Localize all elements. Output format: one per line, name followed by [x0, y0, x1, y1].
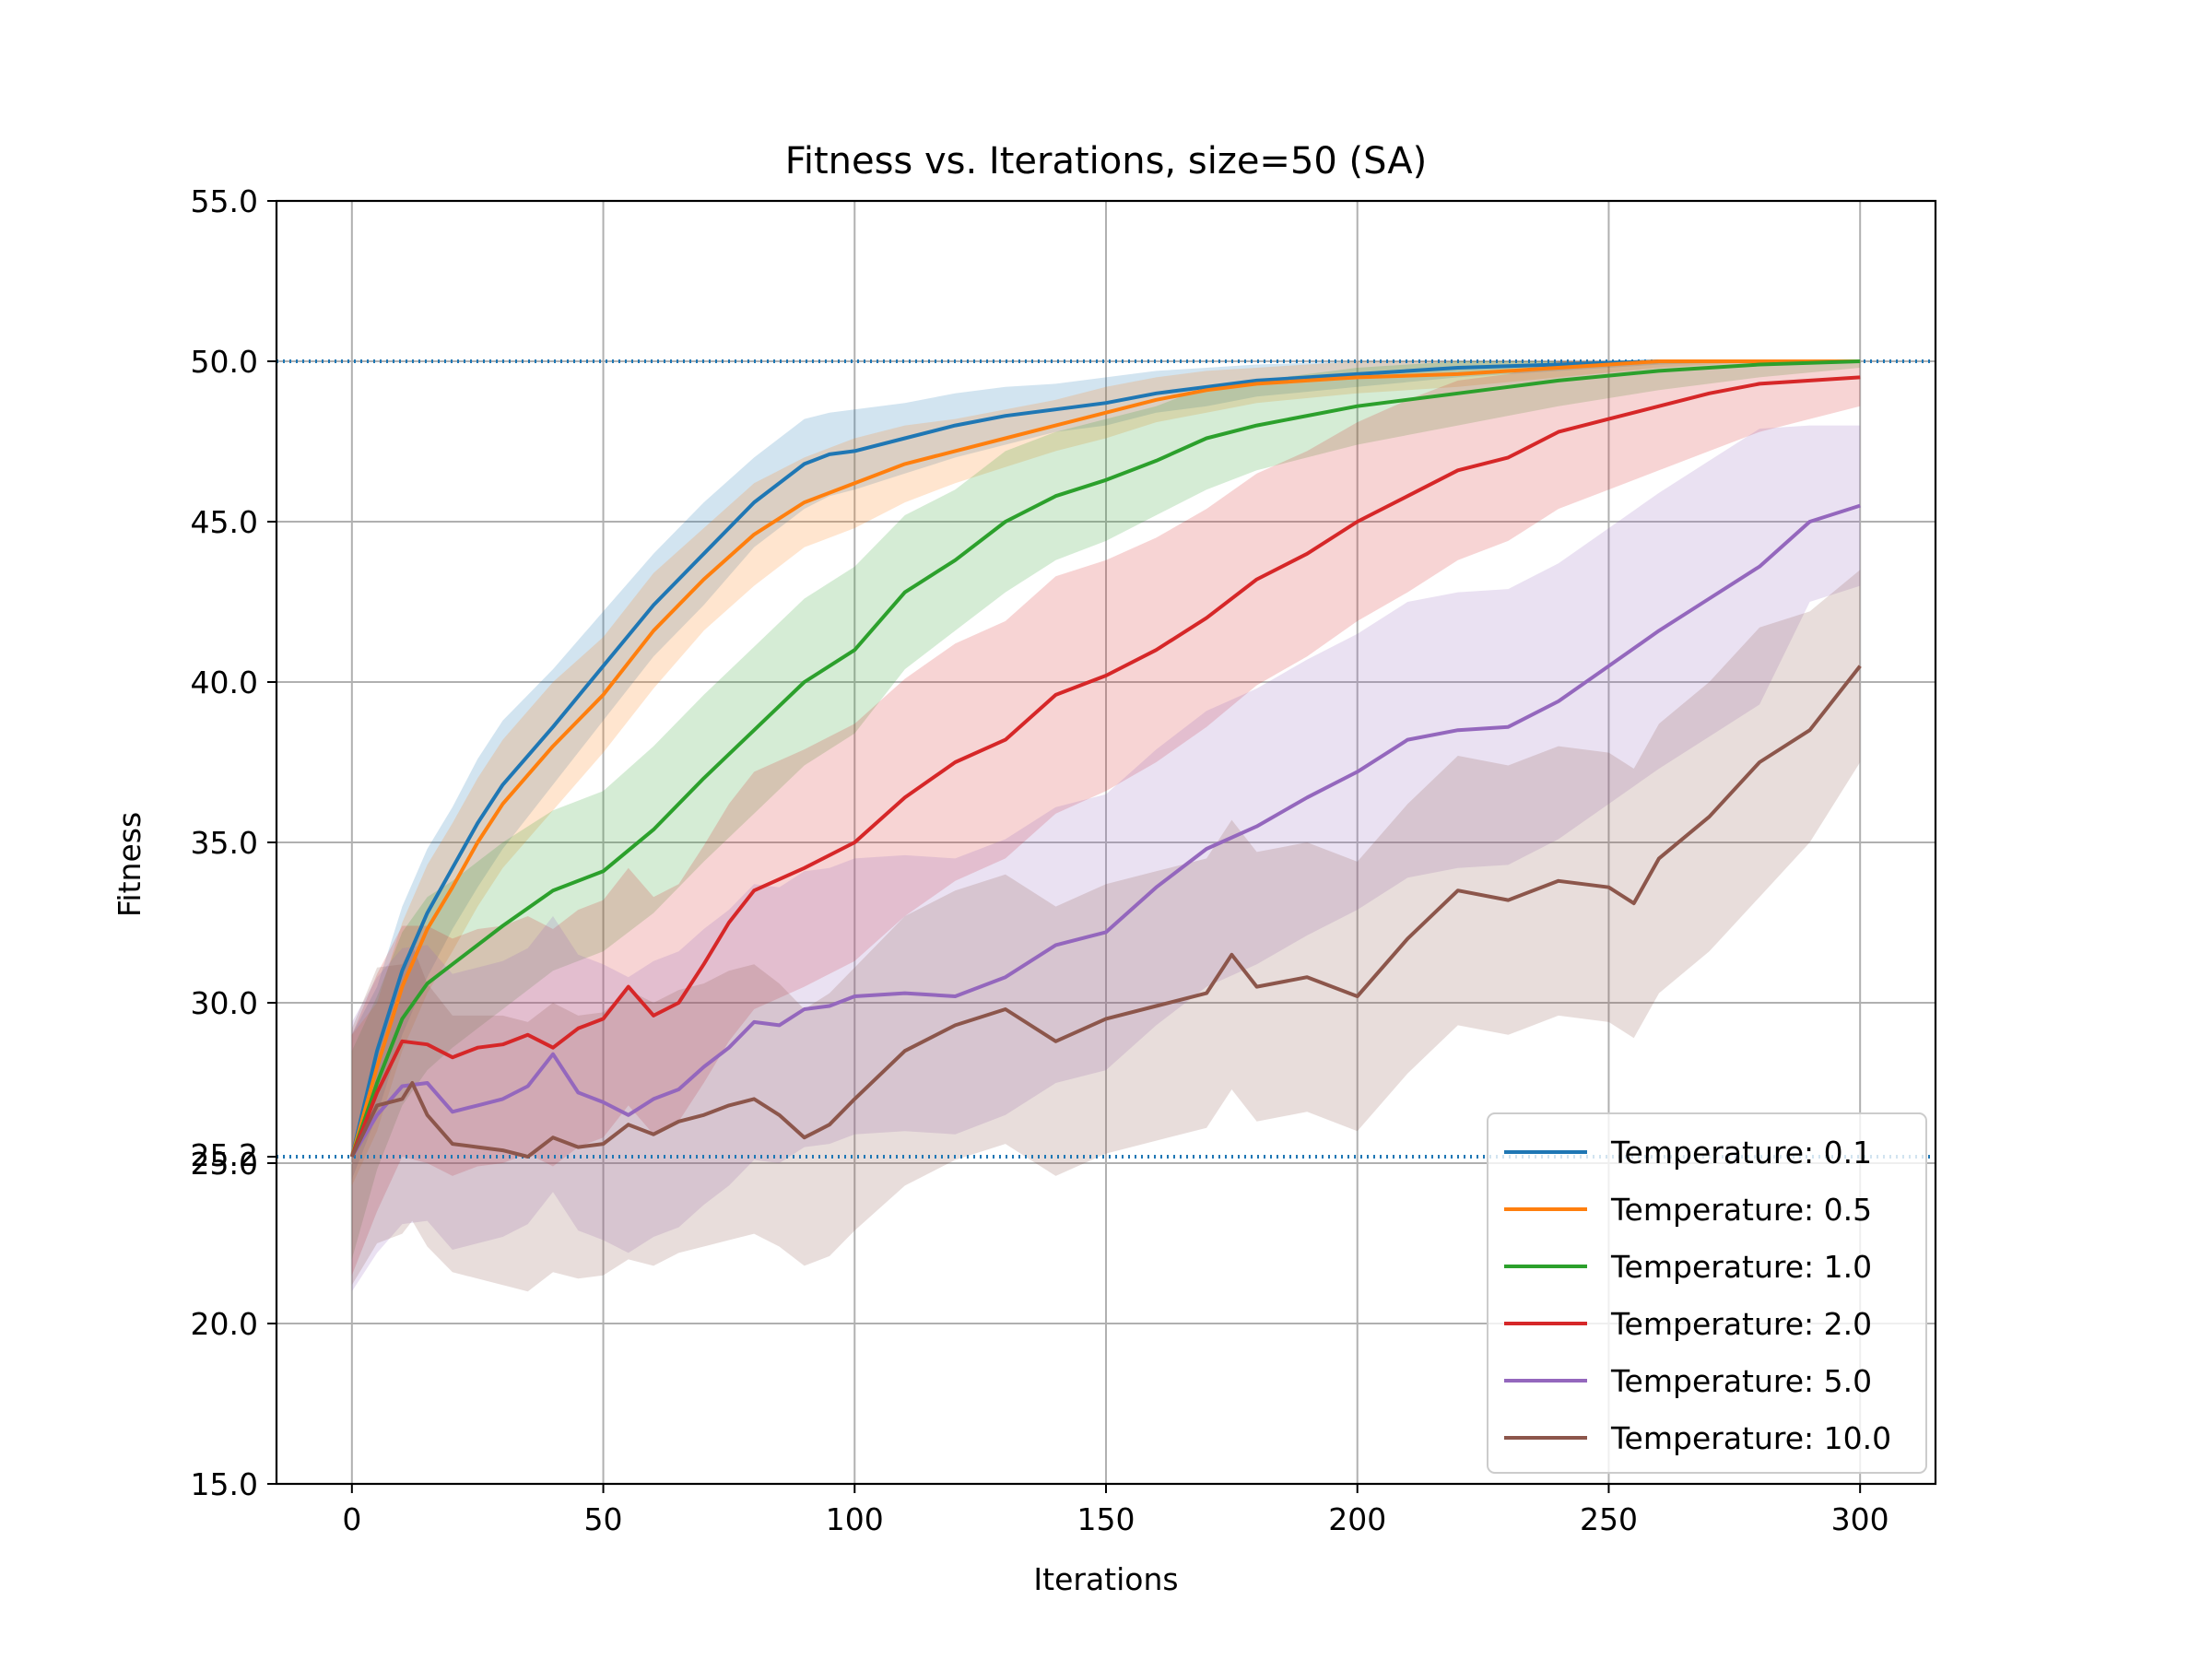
y-tick-label: 40.0	[191, 665, 258, 700]
series-band-2	[351, 361, 1861, 1260]
y-axis-title: Fitness	[112, 812, 147, 917]
x-tick-label: 0	[342, 1501, 361, 1537]
series-line-3	[349, 375, 1861, 1158]
series-line-2	[349, 359, 1861, 1158]
x-tick-label: 50	[584, 1501, 623, 1537]
y-tick-label: 20.0	[191, 1306, 258, 1342]
x-tick-label: 100	[826, 1501, 884, 1537]
x-tick-label: 300	[1831, 1501, 1889, 1537]
legend-box	[1487, 1112, 1927, 1474]
legend-label-5: Temperature: 10.0	[1610, 1420, 1891, 1456]
y-tick-label: 15.0	[191, 1466, 258, 1502]
series-band-1	[351, 361, 1861, 1186]
series-line-0	[349, 359, 1861, 1158]
legend-label-0: Temperature: 0.1	[1610, 1135, 1872, 1171]
y-tick-label: 45.0	[191, 504, 258, 540]
y-tick-label: 35.0	[191, 825, 258, 861]
series-lines	[349, 359, 1862, 1159]
x-axis-title: Iterations	[1033, 1561, 1178, 1597]
legend: Temperature: 0.1 Temperature: 0.5 Temperat…	[1487, 1112, 1927, 1474]
chart-title: Fitness vs. Iterations, size=50 (SA)	[785, 140, 1428, 182]
series-line-1	[349, 359, 1861, 1158]
legend-label-3: Temperature: 2.0	[1610, 1306, 1872, 1342]
x-tick-label: 150	[1077, 1501, 1135, 1537]
x-tick-label: 200	[1328, 1501, 1386, 1537]
y-tick-label: 50.0	[191, 344, 258, 380]
series-band-0	[351, 361, 1861, 1180]
legend-label-2: Temperature: 1.0	[1610, 1249, 1872, 1285]
y-tick-label-reference: 25.2	[191, 1137, 258, 1173]
x-tick-label: 250	[1580, 1501, 1638, 1537]
series-line-5	[350, 665, 1862, 1159]
legend-label-1: Temperature: 0.5	[1610, 1192, 1872, 1228]
series-line-4	[350, 503, 1861, 1159]
axis-ticks: 0 50 100 150 200 250 300 15.0 20.0 25.0 30.0 35.0 40…	[191, 183, 1889, 1537]
series-band-4	[351, 425, 1861, 1292]
y-tick-label: 30.0	[191, 985, 258, 1021]
y-tick-label: 25.0	[191, 1146, 258, 1182]
legend-label-4: Temperature: 5.0	[1610, 1363, 1872, 1399]
y-tick-label: 55.0	[191, 183, 258, 219]
